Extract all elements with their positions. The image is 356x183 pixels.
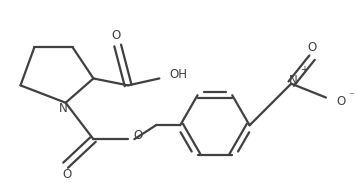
Text: N: N	[58, 102, 67, 115]
Text: O: O	[308, 41, 317, 54]
Text: N: N	[289, 74, 297, 87]
Text: OH: OH	[169, 68, 187, 81]
Text: O: O	[111, 29, 121, 42]
Text: ⁻: ⁻	[348, 91, 354, 101]
Text: +: +	[300, 66, 308, 75]
Text: O: O	[336, 94, 345, 107]
Text: O: O	[133, 129, 142, 142]
Text: O: O	[63, 168, 72, 181]
